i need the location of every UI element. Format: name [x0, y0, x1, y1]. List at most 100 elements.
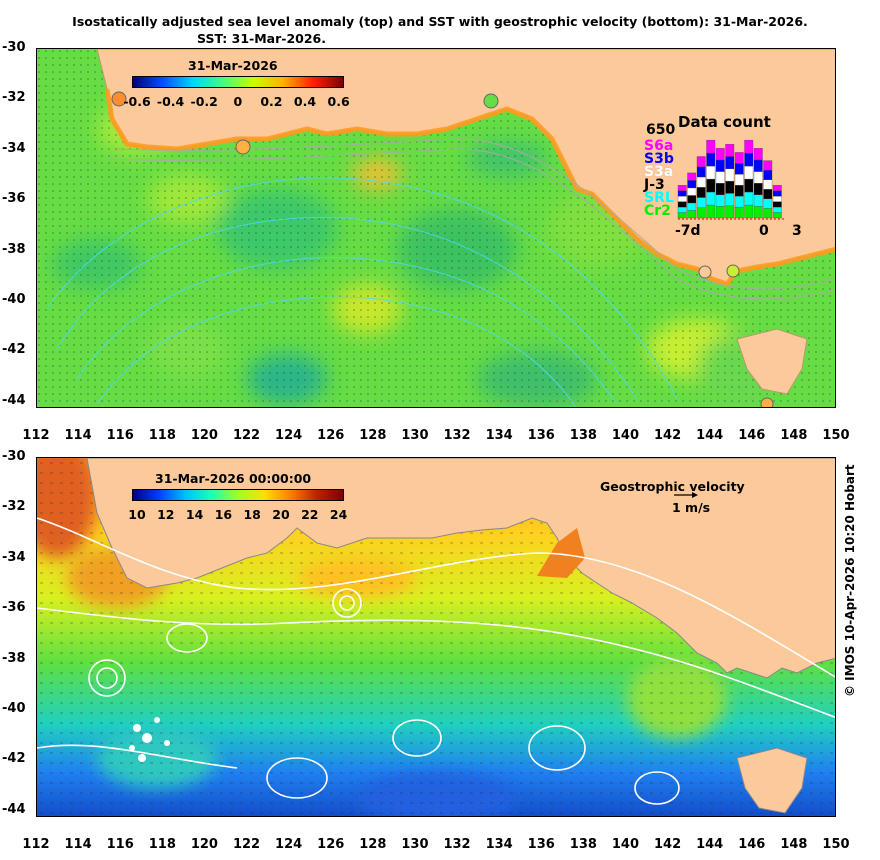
colorbar-tick-label: 0 — [233, 94, 243, 109]
longitude-tick-label: 142 — [654, 837, 682, 852]
imos-credit: © IMOS 10-Apr-2026 10:20 Hobart — [843, 464, 857, 697]
latitude-tick-label: -32 — [2, 499, 26, 515]
longitude-tick-label: 140 — [611, 428, 640, 443]
longitude-tick-label: 128 — [359, 837, 387, 852]
histogram-bar-segment — [715, 171, 725, 184]
sea-level-anomaly-map — [36, 48, 836, 408]
histogram-bar-segment — [696, 156, 706, 167]
sst-colorbar-date: 31-Mar-2026 00:00:00 — [155, 471, 312, 486]
figure-subtitle: SST: 31-Mar-2026. — [197, 31, 326, 46]
mission-label: Cr2 — [644, 203, 671, 219]
longitude-tick-label: 130 — [401, 837, 429, 852]
histogram-bar-segment — [772, 195, 782, 202]
longitude-tick-label: 140 — [611, 837, 640, 852]
histogram-bar-segment — [677, 195, 687, 202]
longitude-tick-label: 144 — [696, 428, 724, 443]
latitude-tick-label: -30 — [2, 449, 26, 464]
colorbar-tick-label: 14 — [185, 507, 204, 522]
histogram-bar-segment — [753, 194, 763, 207]
histogram-bar-segment — [753, 183, 763, 195]
longitude-tick-label: 132 — [443, 428, 471, 443]
colorbar-tick-label: 0.2 — [260, 94, 283, 109]
histogram-bar-segment — [744, 204, 754, 219]
histogram-bar-segment — [715, 159, 725, 172]
longitude-tick-label: 150 — [822, 428, 850, 443]
histogram-bar-segment — [725, 193, 735, 206]
histogram-bar-segment — [706, 152, 716, 167]
mission-label: S3b — [644, 151, 674, 167]
histogram-bar-segment — [677, 206, 687, 213]
histogram-bar-segment — [744, 191, 754, 206]
histogram-bar-segment — [763, 208, 773, 219]
longitude-tick-label: 134 — [485, 837, 513, 852]
histogram-bar-segment — [696, 207, 706, 219]
histogram-bar-segment — [744, 152, 754, 167]
tasmania-sst — [736, 747, 808, 814]
histogram-bar-segment — [734, 185, 744, 197]
cloud-mask — [129, 717, 170, 762]
histogram-bar-segment — [687, 195, 697, 204]
latitude-tick-label: -42 — [2, 751, 26, 767]
sla-colorbar — [132, 76, 344, 88]
data-count-max: 650 — [646, 122, 676, 138]
latitude-tick-label: -34 — [2, 140, 26, 156]
histogram-bar-segment — [753, 159, 763, 172]
histogram-bar-segment — [696, 176, 706, 188]
histogram-bar-segment — [744, 165, 754, 180]
histogram-bar-segment — [677, 212, 687, 219]
longitude-tick-label: 138 — [569, 428, 597, 443]
histogram-bar-segment — [725, 144, 735, 157]
latitude-tick-label: -32 — [2, 90, 26, 106]
latitude-tick-label: -36 — [2, 191, 26, 207]
sst-colorbar — [132, 489, 344, 501]
histogram-bar-segment — [772, 185, 782, 191]
altimeter-stations — [111, 91, 774, 407]
histogram-bar-segment — [734, 163, 744, 175]
colorbar-tick-label: -0.6 — [123, 94, 151, 109]
histogram-bar-segment — [734, 195, 744, 208]
histogram-bar-segment — [706, 165, 716, 180]
longitude-tick-label: 126 — [317, 428, 345, 443]
latitude-tick-label: -40 — [2, 292, 26, 307]
longitude-tick-label: 118 — [148, 837, 176, 852]
histogram-bar-segment — [725, 180, 735, 194]
latitude-tick-label: -40 — [2, 701, 26, 716]
histogram-bar-segment — [687, 172, 697, 181]
longitude-tick-label: 132 — [443, 837, 471, 852]
histogram-bar-segment — [744, 139, 754, 154]
colorbar-tick-label: 24 — [329, 507, 348, 522]
histogram-bar-segment — [753, 148, 763, 161]
sla-contours — [46, 177, 678, 407]
histogram-bar-segment — [677, 201, 687, 208]
sla-map-canvas — [37, 49, 835, 407]
histogram-bar-segment — [715, 148, 725, 161]
colorbar-tick-label: 12 — [157, 507, 175, 522]
histogram-bar-segment — [696, 166, 706, 178]
latitude-tick-label: -30 — [2, 40, 26, 55]
velocity-legend-unit: 1 m/s — [672, 500, 711, 515]
longitude-tick-label: 124 — [275, 428, 303, 443]
histogram-bar-segment — [753, 171, 763, 184]
longitude-tick-label: 116 — [106, 428, 134, 443]
latitude-tick-label: -44 — [2, 801, 26, 817]
data-count-x-zero: 0 — [759, 223, 769, 239]
histogram-bar-segment — [753, 206, 763, 219]
eyre-peninsula-orange — [537, 528, 585, 578]
velocity-scale-arrow-icon — [674, 492, 698, 498]
histogram-bar-segment — [687, 202, 697, 211]
histogram-bar-segment — [725, 156, 735, 169]
histogram-bar-segment — [734, 206, 744, 219]
longitude-tick-label: 122 — [232, 837, 261, 852]
longitude-tick-label: 114 — [64, 837, 92, 852]
latitude-tick-label: -34 — [2, 549, 26, 565]
colorbar-tick-label: 20 — [272, 507, 290, 522]
histogram-bar-segment — [734, 152, 744, 164]
longitude-tick-label: 112 — [22, 837, 50, 852]
tasmania — [736, 328, 808, 395]
longitude-tick-label: 128 — [359, 428, 387, 443]
longitude-tick-label: 136 — [527, 428, 555, 443]
longitude-tick-label: 138 — [569, 837, 597, 852]
histogram-bar-segment — [763, 170, 773, 180]
latitude-tick-label: -38 — [2, 650, 26, 666]
histogram-bar-segment — [763, 179, 773, 190]
